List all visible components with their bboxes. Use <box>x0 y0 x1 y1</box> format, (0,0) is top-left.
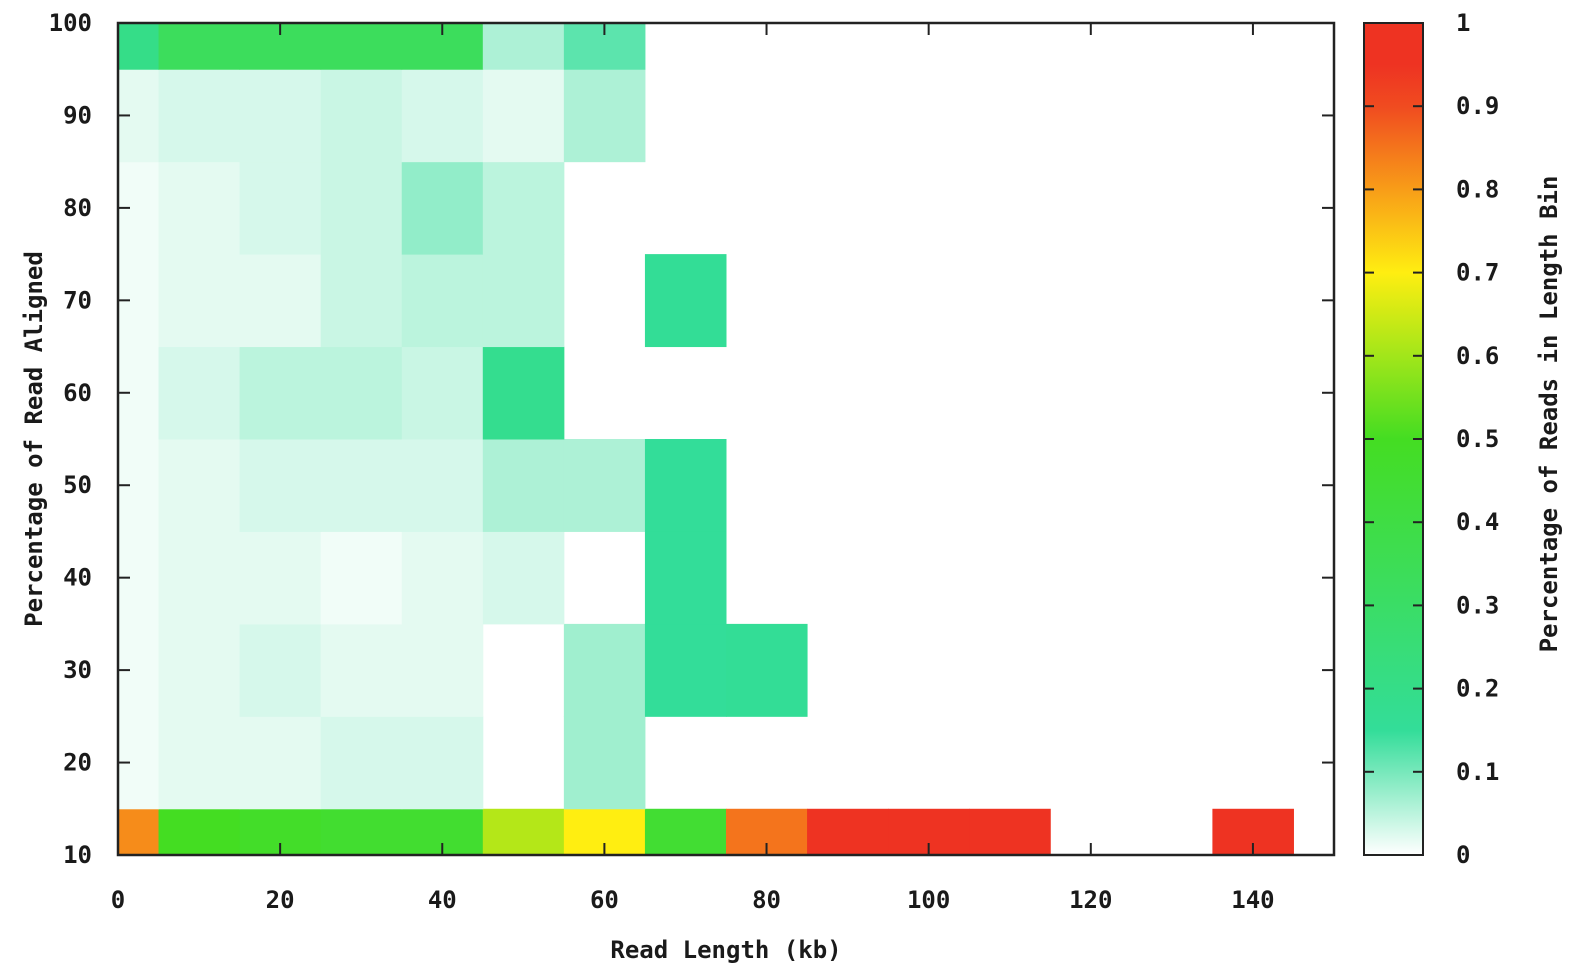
heatmap-cell <box>239 716 322 810</box>
heatmap-cell <box>644 439 727 532</box>
y-tick-label: 80 <box>63 194 92 222</box>
heatmap-cell <box>482 531 565 625</box>
heatmap-cell <box>644 531 727 625</box>
x-tick-label: 100 <box>907 886 950 914</box>
colorbar-title: Percentage of Reads in Length Bin <box>1535 176 1563 653</box>
y-tick-label: 90 <box>63 101 92 129</box>
heatmap-cell <box>401 254 484 348</box>
colorbar-tick-label: 0.5 <box>1456 425 1499 453</box>
heatmap-cell <box>644 254 727 348</box>
heatmap-cell <box>320 23 403 70</box>
heatmap-cell <box>401 716 484 810</box>
heatmap-cell <box>320 623 403 717</box>
heatmap-cell <box>239 161 322 255</box>
heatmap-cell <box>239 254 322 348</box>
y-tick-label: 40 <box>63 564 92 592</box>
colorbar-tick-label: 1 <box>1456 9 1470 37</box>
heatmap-cell <box>644 623 727 717</box>
heatmap-cell <box>563 716 646 810</box>
colorbar-tick-label: 0.4 <box>1456 508 1499 536</box>
heatmap-cell <box>482 254 565 348</box>
colorbar-ticks: 0 0.1 0.2 0.3 0.4 0.5 0.6 0.7 0.8 0.9 1 <box>1364 9 1499 869</box>
heatmap-cell <box>401 531 484 625</box>
heatmap-cell <box>239 623 322 717</box>
heatmap-cell <box>158 254 241 348</box>
heatmap-cell <box>482 808 565 856</box>
heatmap-cell <box>401 623 484 717</box>
heatmap-cell <box>563 623 646 717</box>
x-tick-label: 40 <box>428 886 457 914</box>
heatmap-cell <box>239 531 322 625</box>
colorbar-tick-label: 0.6 <box>1456 342 1499 370</box>
heatmap-cell <box>563 439 646 532</box>
y-axis-tick-labels: 10 20 30 40 50 60 70 80 90 100 <box>49 9 92 869</box>
y-tick-label: 70 <box>63 286 92 314</box>
heatmap-cell <box>482 439 565 532</box>
heatmap-cell <box>158 69 241 163</box>
heatmap-cell <box>239 69 322 163</box>
axis-ticks <box>117 22 1334 856</box>
x-axis-title: Read Length (kb) <box>610 936 841 964</box>
heatmap-cell <box>401 346 484 440</box>
x-tick-label: 20 <box>266 886 295 914</box>
heatmap-cell <box>158 161 241 255</box>
colorbar-tick-label: 0.7 <box>1456 259 1499 287</box>
heatmap-cell <box>118 808 160 856</box>
y-tick-label: 30 <box>63 656 92 684</box>
y-tick-label: 20 <box>63 749 92 777</box>
x-tick-label: 140 <box>1231 886 1274 914</box>
y-axis-title: Percentage of Read Aligned <box>20 251 48 627</box>
heatmap-cell <box>401 439 484 532</box>
colorbar-tick-label: 0.2 <box>1456 675 1499 703</box>
colorbar-tick-label: 0.1 <box>1456 758 1499 786</box>
heatmap-cell <box>320 69 403 163</box>
heatmap-cell <box>239 346 322 440</box>
heatmap-cells <box>118 23 1294 856</box>
heatmap-cell <box>239 439 322 532</box>
heatmap-cell <box>726 623 808 717</box>
heatmap-cell <box>320 808 403 856</box>
colorbar-tick-label: 0.9 <box>1456 92 1499 120</box>
heatmap-cell <box>320 716 403 810</box>
plot-frame <box>116 21 1336 857</box>
x-axis-tick-labels: 0 20 40 60 80 100 120 140 <box>111 886 1275 914</box>
heatmap-cell <box>158 716 241 810</box>
heatmap-cell <box>563 69 646 163</box>
heatmap-cell <box>644 808 727 856</box>
heatmap-cell <box>320 161 403 255</box>
y-tick-label: 100 <box>49 9 92 37</box>
y-tick-label: 50 <box>63 471 92 499</box>
heatmap-cell <box>118 23 160 70</box>
heatmap-cell <box>320 346 403 440</box>
heatmap-cell <box>482 69 565 163</box>
y-tick-label: 10 <box>63 841 92 869</box>
x-tick-label: 60 <box>590 886 619 914</box>
x-tick-label: 120 <box>1069 886 1112 914</box>
heatmap-cell <box>807 808 889 856</box>
heatmap-cell <box>320 439 403 532</box>
heatmap-cell <box>320 531 403 625</box>
colorbar-tick-label: 0.8 <box>1456 175 1499 203</box>
heatmap-cell <box>158 346 241 440</box>
heatmap-cell <box>401 161 484 255</box>
heatmap-cell <box>158 531 241 625</box>
heatmap-cell <box>158 23 241 70</box>
heatmap-cell <box>482 346 565 440</box>
heatmap-cell <box>482 161 565 255</box>
heatmap-cell <box>482 23 565 70</box>
colorbar-tick-label: 0 <box>1456 841 1470 869</box>
x-tick-label: 80 <box>752 886 781 914</box>
heatmap-cell <box>158 808 241 856</box>
y-tick-label: 60 <box>63 379 92 407</box>
heatmap-cell <box>969 808 1051 856</box>
colorbar-tick-label: 0.3 <box>1456 591 1499 619</box>
x-tick-label: 0 <box>111 886 125 914</box>
heatmap-cell <box>320 254 403 348</box>
heatmap-cell <box>158 439 241 532</box>
heatmap-cell <box>158 623 241 717</box>
heatmap-cell <box>401 69 484 163</box>
